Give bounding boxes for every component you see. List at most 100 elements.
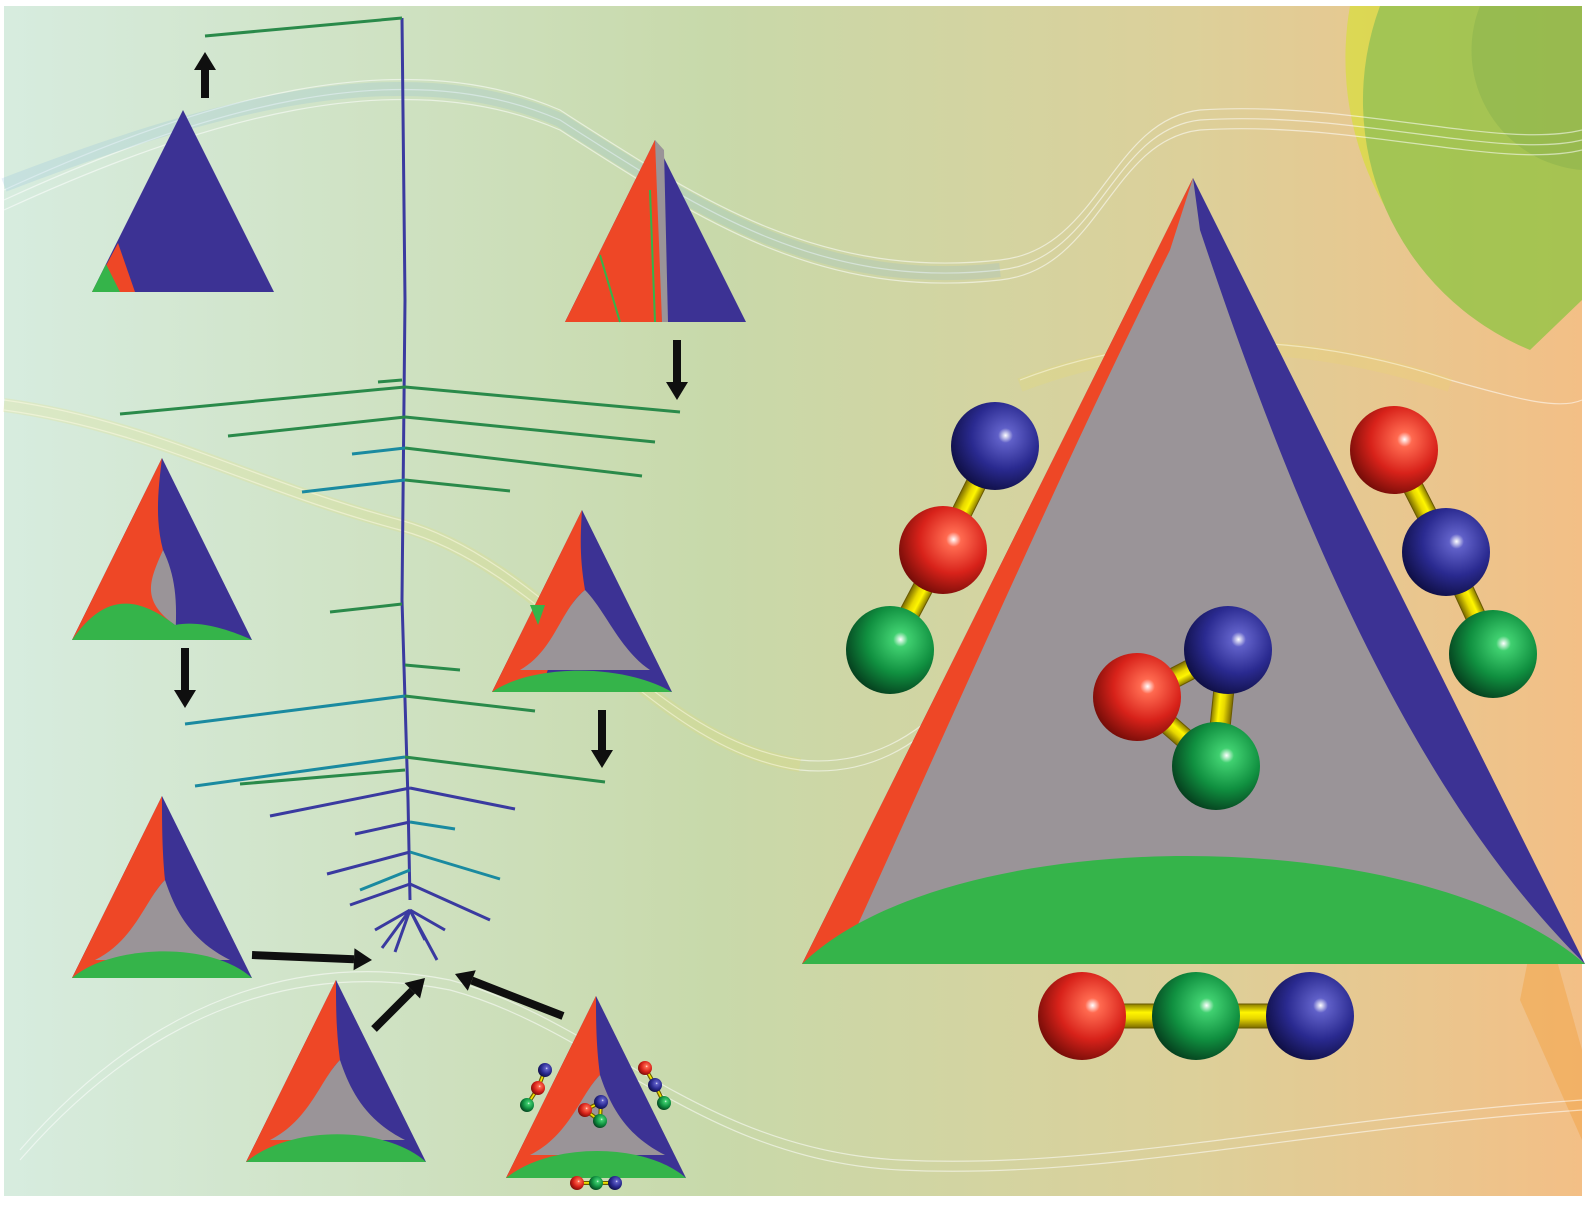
gray-region — [95, 880, 230, 960]
red-atom — [1350, 406, 1438, 494]
tree-branch — [404, 446, 643, 478]
tree-branch — [119, 385, 406, 416]
gray-region — [150, 550, 177, 640]
red-region — [492, 510, 585, 692]
red-region — [72, 796, 165, 978]
arrow-head — [174, 690, 196, 708]
red-atom — [570, 1176, 584, 1190]
ternary-diagram-4 — [492, 510, 672, 692]
blue-atom — [538, 1063, 552, 1077]
flow-arrows — [174, 52, 688, 1032]
molecule-models — [520, 402, 1537, 1190]
blue-region — [92, 110, 274, 292]
tree-root — [374, 908, 411, 932]
green-region — [246, 1134, 426, 1162]
red-region — [246, 980, 340, 1162]
ternary-diagram-3 — [72, 458, 252, 640]
small-ternary-diagrams — [72, 110, 746, 1178]
arrow-head — [666, 382, 688, 400]
blue-atom — [648, 1078, 662, 1092]
arrow-head — [353, 948, 372, 971]
tree-branch — [301, 478, 406, 494]
ternary-diagram-5 — [72, 796, 252, 978]
green-atom — [1152, 972, 1240, 1060]
red-region — [72, 458, 175, 640]
arrow-shaft — [251, 951, 355, 964]
tree-trunk — [400, 17, 412, 901]
tree-branch — [227, 415, 406, 438]
blue-atom — [1184, 606, 1272, 694]
blue-atom — [608, 1176, 622, 1190]
gray-region — [520, 590, 650, 670]
decorative-ribbons — [3, 78, 1583, 1172]
blue-atom — [594, 1095, 608, 1109]
green-line — [599, 254, 621, 323]
arrow-head — [455, 970, 476, 991]
evolution-tree — [119, 16, 681, 961]
gray-region — [655, 140, 668, 322]
red-region — [565, 140, 662, 322]
ternary-diagram-2 — [565, 140, 746, 323]
red-atom — [578, 1103, 592, 1117]
tree-branch — [409, 850, 501, 881]
blue-atom — [1402, 508, 1490, 596]
green-atom — [593, 1114, 607, 1128]
tree-branch — [377, 378, 403, 384]
tree-branch — [404, 385, 681, 414]
tree-root — [409, 908, 446, 932]
tree-branch — [404, 478, 511, 493]
green-atom — [846, 606, 934, 694]
red-atom — [531, 1081, 545, 1095]
tree-branch — [354, 820, 411, 836]
arrow-head — [194, 52, 216, 70]
green-region — [92, 264, 120, 292]
tree-branch — [409, 882, 491, 922]
tree-branch — [326, 850, 411, 876]
tree-branch — [349, 882, 411, 907]
tree-branch — [329, 602, 403, 614]
tree-root — [408, 909, 439, 961]
tree-root — [393, 909, 412, 953]
red-atom — [638, 1061, 652, 1075]
tree-branch — [204, 16, 403, 38]
tree-branch — [409, 786, 516, 811]
blue-atom — [951, 402, 1039, 490]
blue-atom — [1266, 972, 1354, 1060]
green-patch — [530, 605, 545, 625]
gray-region — [270, 1060, 405, 1140]
large-gray-region — [802, 178, 1585, 964]
ternary-diagram-6 — [246, 980, 426, 1162]
arrow-shaft — [371, 987, 416, 1032]
tree-branch — [404, 415, 656, 444]
tree-branch — [359, 868, 411, 892]
arrow-head — [591, 750, 613, 768]
green-atom — [1172, 722, 1260, 810]
large-ternary-diagram — [802, 178, 1585, 964]
red-atom — [899, 506, 987, 594]
green-atom — [1449, 610, 1537, 698]
green-line — [649, 189, 656, 323]
green-region — [492, 670, 672, 692]
arrow-shaft — [470, 976, 565, 1020]
ternary-diagram-1 — [92, 110, 274, 292]
green-atom — [520, 1098, 534, 1112]
tree-branch — [351, 446, 406, 456]
arrow-head — [404, 978, 425, 999]
green-atom — [657, 1096, 671, 1110]
red-region — [506, 996, 600, 1178]
green-region — [72, 603, 252, 640]
tree-branch — [269, 786, 411, 818]
green-region — [506, 1151, 686, 1178]
tree-branch — [404, 663, 461, 672]
tree-branch — [404, 755, 606, 784]
green-atom — [589, 1176, 603, 1190]
red-atom — [1093, 653, 1181, 741]
tree-branch — [409, 820, 456, 831]
large-red-region — [802, 178, 1193, 964]
tree-branch — [404, 694, 536, 713]
tree-branch — [239, 768, 406, 786]
red-atom — [1038, 972, 1126, 1060]
tree-root — [380, 909, 412, 949]
